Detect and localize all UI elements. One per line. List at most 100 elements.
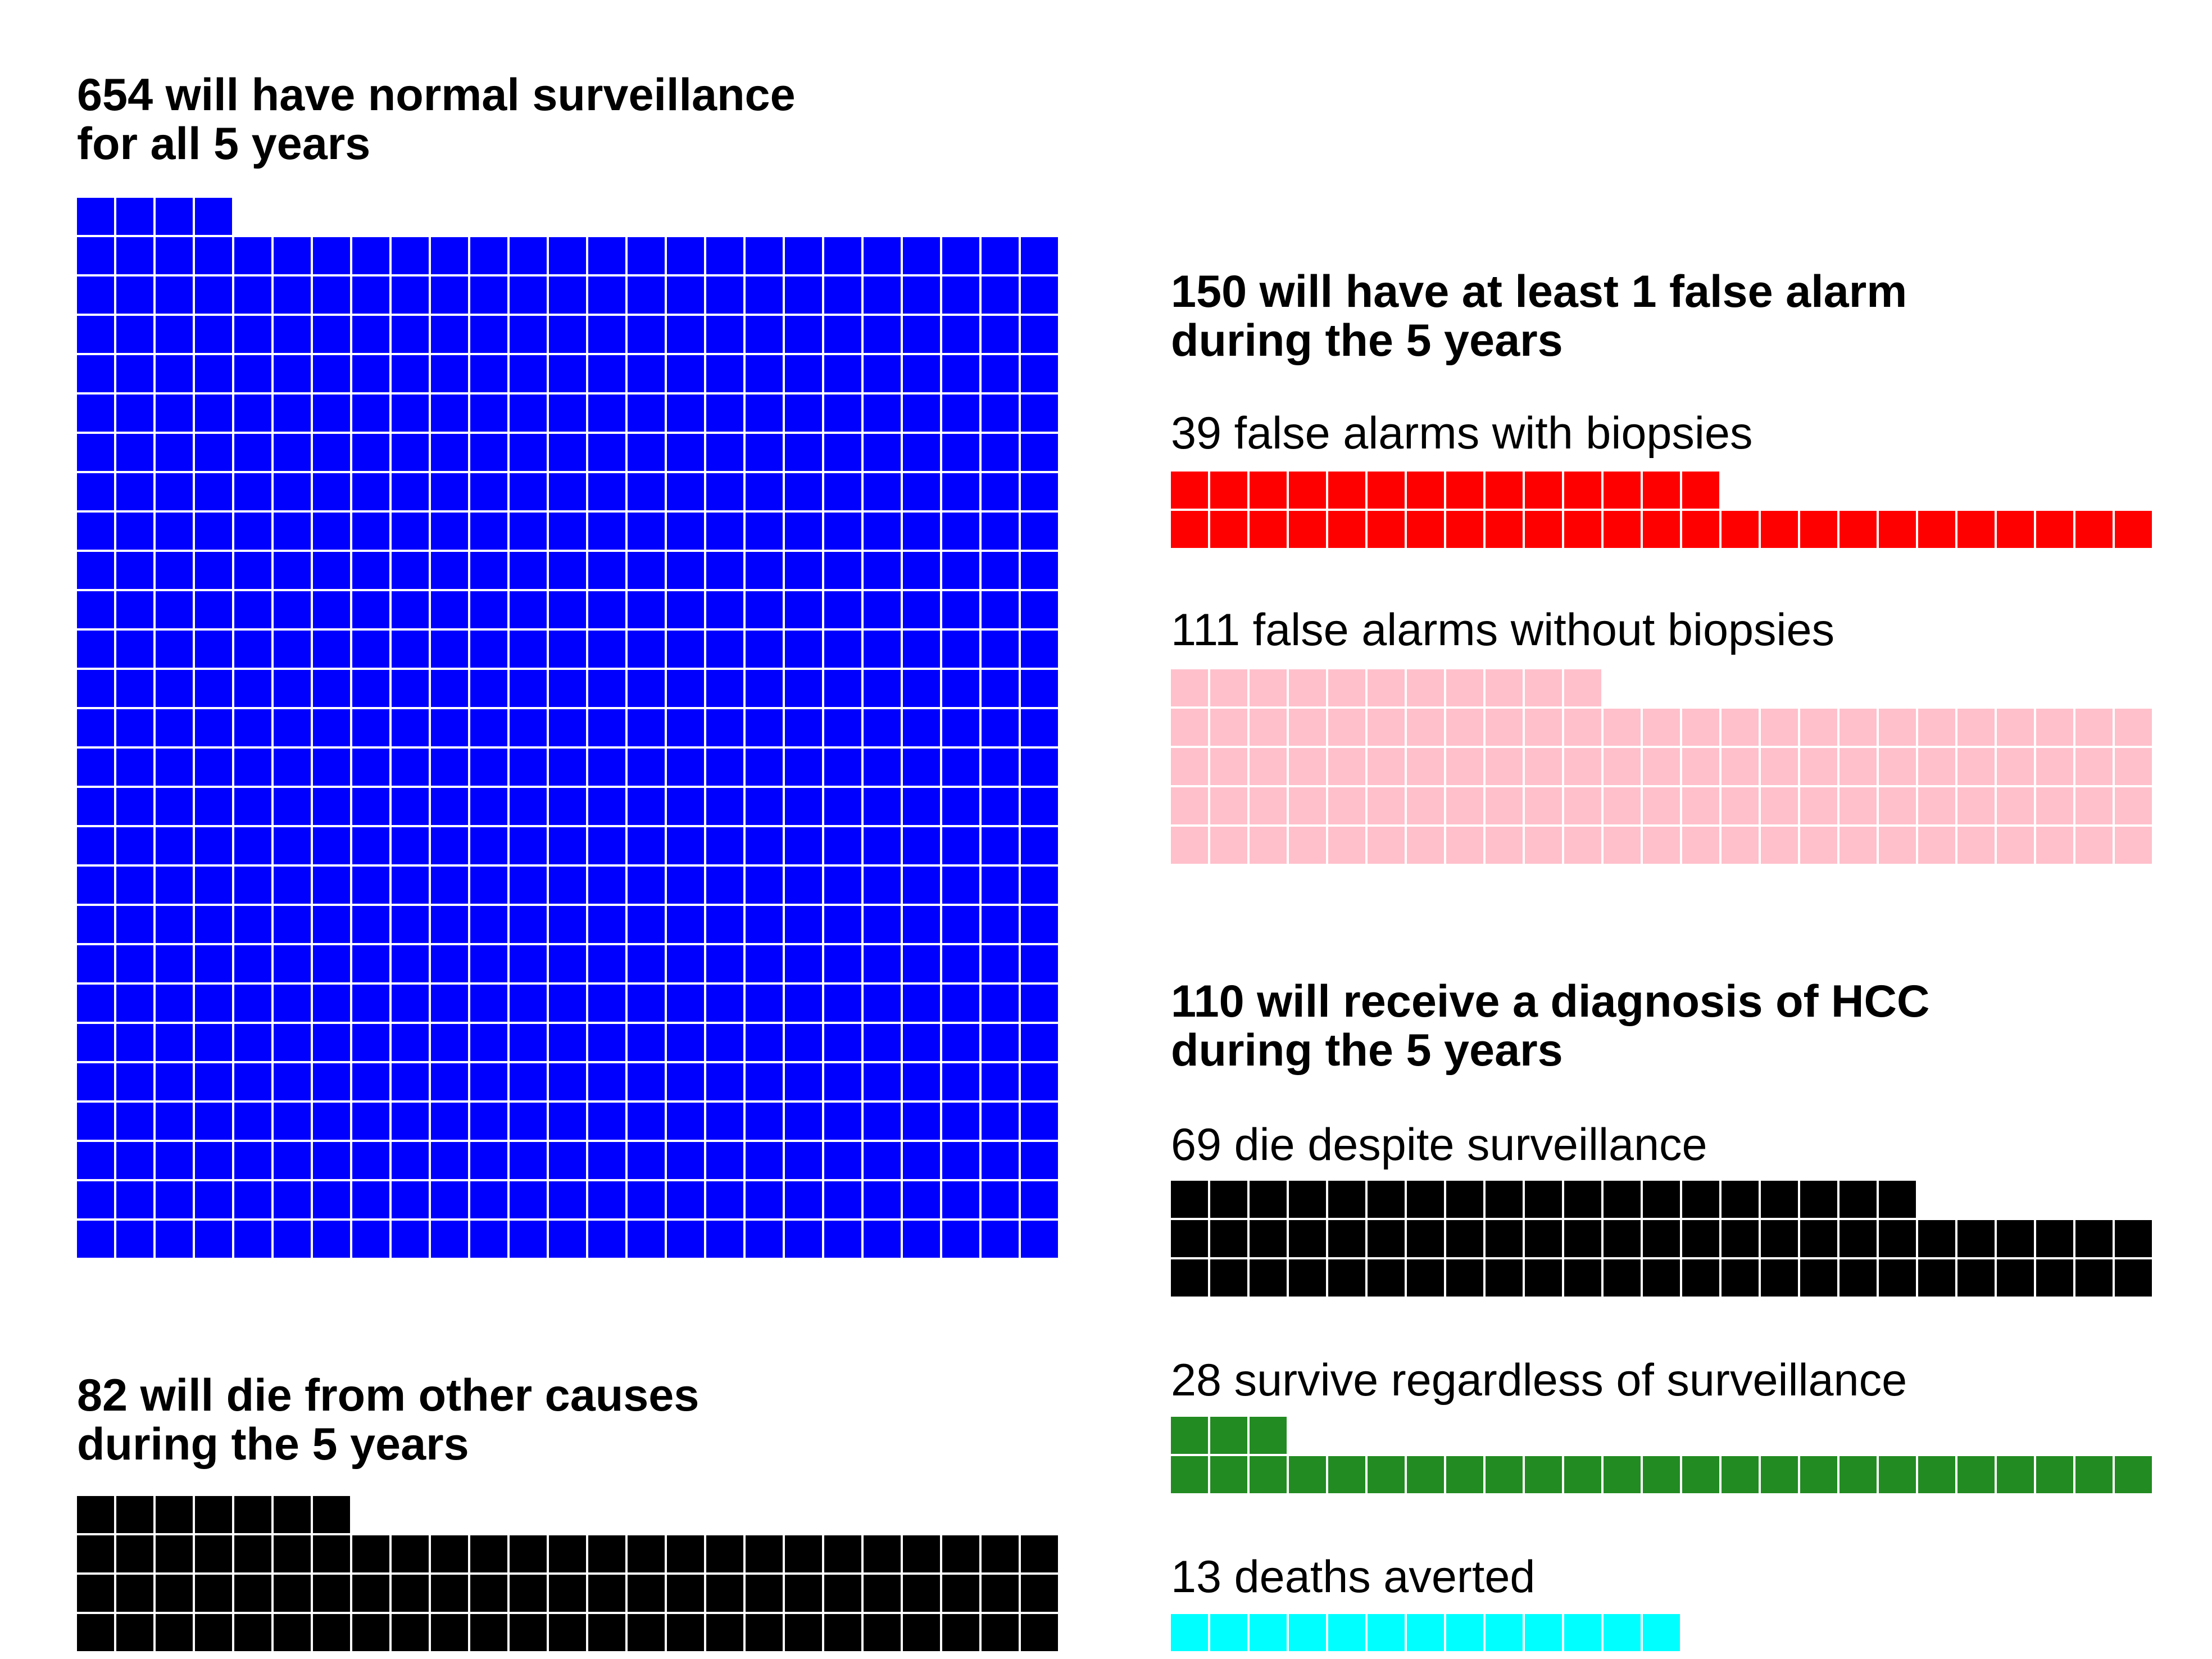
- no-biopsy-square: [2115, 748, 2152, 785]
- normal-square: [746, 945, 783, 982]
- normal-square: [195, 631, 232, 668]
- normal-square: [549, 395, 586, 432]
- normal-square: [510, 985, 547, 1022]
- averted-block: [1171, 1614, 1680, 1651]
- normal-square: [628, 316, 665, 353]
- die-square: [1839, 1220, 1877, 1257]
- normal-square: [588, 355, 625, 392]
- normal-square: [864, 749, 901, 786]
- survive-square: [2115, 1456, 2152, 1493]
- hcc-heading-line2: during the 5 years: [1171, 1025, 1563, 1076]
- normal-square: [392, 513, 429, 550]
- no-biopsy-square: [1250, 748, 1287, 785]
- normal-square: [588, 1181, 625, 1218]
- normal-square: [1021, 906, 1058, 943]
- no-biopsy-square: [1171, 748, 1208, 785]
- normal-square: [746, 906, 783, 943]
- normal-square: [1021, 945, 1058, 982]
- normal-square: [903, 827, 940, 864]
- normal-square: [864, 434, 901, 471]
- normal-square: [392, 670, 429, 707]
- normal-square: [903, 1142, 940, 1179]
- normal-square: [195, 1024, 232, 1061]
- biopsy-square: [1328, 511, 1365, 548]
- other-causes-square: [1021, 1614, 1058, 1651]
- normal-square: [234, 1221, 271, 1258]
- normal-square: [864, 1103, 901, 1140]
- normal-square: [431, 1063, 468, 1100]
- normal-square: [156, 1103, 193, 1140]
- normal-square: [706, 1181, 743, 1218]
- other-causes-square: [156, 1575, 193, 1612]
- biopsy-square: [1682, 511, 1719, 548]
- biopsy-square: [2075, 511, 2113, 548]
- normal-square: [942, 513, 979, 550]
- biopsy-square: [1446, 511, 1483, 548]
- other-causes-square: [510, 1535, 547, 1572]
- normal-square: [706, 473, 743, 510]
- normal-square: [942, 906, 979, 943]
- normal-square: [628, 434, 665, 471]
- normal-square: [824, 591, 861, 628]
- no-biopsy-square: [1446, 748, 1483, 785]
- normal-square: [903, 670, 940, 707]
- normal-square: [588, 1142, 625, 1179]
- no-biopsy-square: [1171, 787, 1208, 824]
- normal-square: [667, 867, 704, 904]
- normal-square: [942, 670, 979, 707]
- die-square: [1564, 1259, 1601, 1297]
- normal-square: [195, 670, 232, 707]
- normal-square: [234, 434, 271, 471]
- normal-square: [313, 316, 350, 353]
- normal-square: [470, 1103, 507, 1140]
- normal-square: [195, 473, 232, 510]
- normal-square: [195, 709, 232, 746]
- normal-square: [1021, 1142, 1058, 1179]
- biopsy-square: [1250, 511, 1287, 548]
- normal-square: [116, 709, 153, 746]
- no-biopsy-square: [1997, 748, 2034, 785]
- normal-square: [824, 709, 861, 746]
- die-square: [1525, 1259, 1562, 1297]
- normal-square: [234, 355, 271, 392]
- normal-square: [392, 1221, 429, 1258]
- normal-square: [864, 945, 901, 982]
- normal-square: [431, 1024, 468, 1061]
- biopsy-square: [1643, 511, 1680, 548]
- normal-square: [1021, 355, 1058, 392]
- normal-surveillance-heading: 654 will have normal surveillance for al…: [77, 71, 796, 169]
- other-causes-square: [746, 1575, 783, 1612]
- normal-square: [470, 237, 507, 274]
- normal-square: [628, 709, 665, 746]
- die-square: [1918, 1259, 1955, 1297]
- normal-square: [706, 513, 743, 550]
- normal-square: [549, 434, 586, 471]
- normal-square: [470, 591, 507, 628]
- normal-square: [274, 788, 311, 825]
- normal-square: [352, 434, 389, 471]
- survive-square: [1446, 1456, 1483, 1493]
- normal-square: [549, 316, 586, 353]
- normal-square: [982, 670, 1019, 707]
- normal-square: [195, 276, 232, 314]
- normal-square: [431, 1181, 468, 1218]
- die-square: [1800, 1181, 1837, 1218]
- survive-square: [1643, 1456, 1680, 1493]
- no-biopsy-square: [1407, 827, 1444, 864]
- normal-square: [746, 749, 783, 786]
- no-biopsy-square: [1446, 709, 1483, 746]
- normal-square: [156, 631, 193, 668]
- normal-square: [1021, 513, 1058, 550]
- normal-square: [942, 867, 979, 904]
- other-causes-square: [470, 1535, 507, 1572]
- normal-square: [706, 591, 743, 628]
- normal-square: [982, 1181, 1019, 1218]
- normal-square: [903, 1024, 940, 1061]
- other-causes-square: [116, 1535, 153, 1572]
- normal-square: [313, 1221, 350, 1258]
- biopsy-block: [1171, 472, 2152, 548]
- normal-square: [746, 552, 783, 589]
- normal-square: [1021, 1181, 1058, 1218]
- normal-square: [942, 749, 979, 786]
- normal-square: [116, 198, 153, 235]
